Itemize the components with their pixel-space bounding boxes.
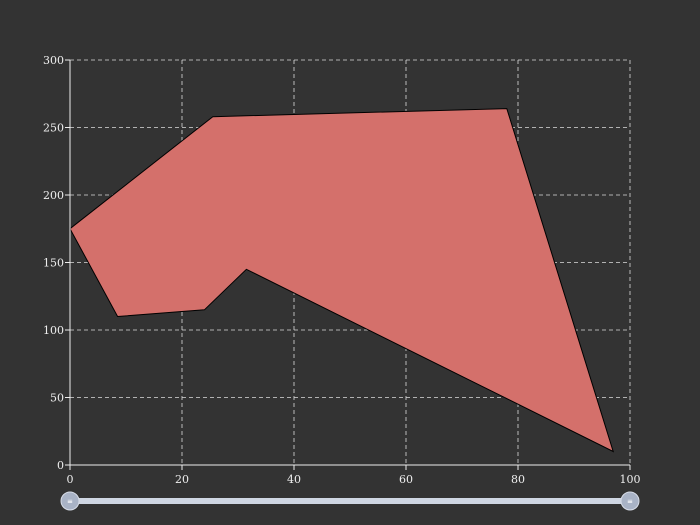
y-tick-label: 200: [43, 189, 64, 202]
y-tick-label: 250: [43, 122, 64, 135]
slider-handle-end[interactable]: [620, 491, 640, 511]
axes: [65, 59, 631, 470]
grip-icon: ≡: [67, 498, 73, 506]
x-tick-label: 100: [620, 473, 641, 486]
area-series: [69, 108, 615, 453]
x-tick-label: 60: [399, 473, 413, 486]
x-tick-label: 0: [67, 473, 74, 486]
y-tick-label: 50: [50, 392, 64, 405]
grip-icon: ≡: [627, 498, 633, 506]
y-tick-label: 150: [43, 257, 64, 270]
x-tick-label: 20: [175, 473, 189, 486]
x-tick-label: 80: [511, 473, 525, 486]
zoom-slider[interactable]: ≡ ≡: [60, 491, 640, 511]
area-polygon: [69, 108, 615, 453]
slider-track[interactable]: [70, 498, 630, 504]
y-tick-label: 100: [43, 324, 64, 337]
slider-handle-start[interactable]: [60, 491, 80, 511]
y-tick-label: 300: [43, 54, 64, 67]
x-tick-label: 40: [287, 473, 301, 486]
y-tick-label: 0: [57, 459, 64, 472]
tick-labels: 0 20 40 60 80 100 0 50 100 150 200 250 300: [43, 54, 641, 486]
